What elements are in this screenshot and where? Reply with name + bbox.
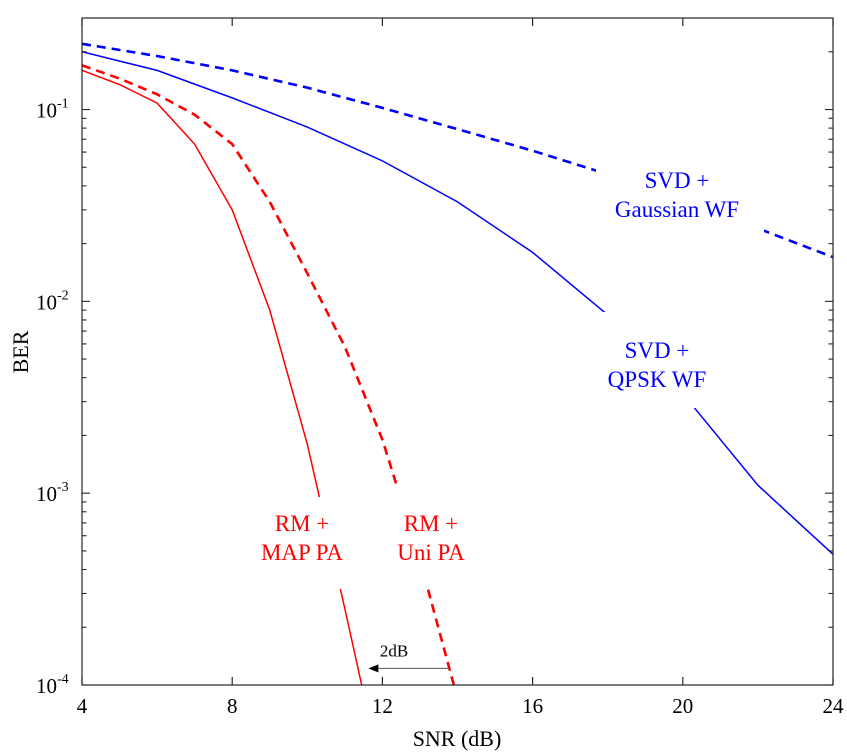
label-gap-2: [244, 497, 362, 589]
annotation-3-line-0: RM +: [404, 511, 459, 536]
annotation-3-line-1: Uni PA: [397, 540, 465, 565]
annotation-1-line-1: QPSK WF: [608, 367, 707, 392]
x-tick-label-0: 4: [77, 694, 88, 718]
series-line-2: [82, 64, 456, 685]
x-tick-label-3: 16: [522, 694, 543, 718]
x-tick-label-4: 20: [672, 694, 693, 718]
annotation-0-line-1: Gaussian WF: [615, 197, 739, 222]
label-gap-masks: [244, 160, 764, 589]
tick-labels-layer: 4 8 12 16 20 24 10-4 10-3 10-2 10-1: [36, 97, 844, 718]
annotation-0-line-0: SVD +: [645, 168, 710, 193]
annotation-2-line-0: RM +: [275, 511, 330, 536]
y-tick-label-1: 10-3: [36, 480, 69, 506]
x-tick-label-1: 8: [227, 694, 238, 718]
label-gap-3: [370, 487, 474, 589]
ticks-layer: [81, 18, 834, 686]
y-tick-label-0: 10-4: [36, 672, 69, 698]
annotation-1-line-0: SVD +: [625, 338, 690, 363]
label-gap-0: [596, 160, 764, 238]
x-axis-title: SNR (dB): [413, 726, 502, 751]
gap-arrow-label: 2dB: [380, 641, 408, 660]
x-tick-label-2: 12: [372, 694, 393, 718]
series-line-1: [82, 51, 833, 555]
annotation-2-line-1: MAP PA: [261, 540, 343, 565]
y-axis-title: BER: [8, 330, 33, 373]
x-tick-label-5: 24: [823, 694, 845, 718]
label-gap-1: [584, 312, 727, 408]
plot-frame: [81, 17, 834, 686]
annotations-layer: SVD + Gaussian WF SVD + QPSK WF RM + MAP PA RM…: [261, 168, 739, 673]
y-tick-label-2: 10-2: [36, 288, 69, 314]
y-tick-label-3: 10-1: [36, 97, 69, 123]
